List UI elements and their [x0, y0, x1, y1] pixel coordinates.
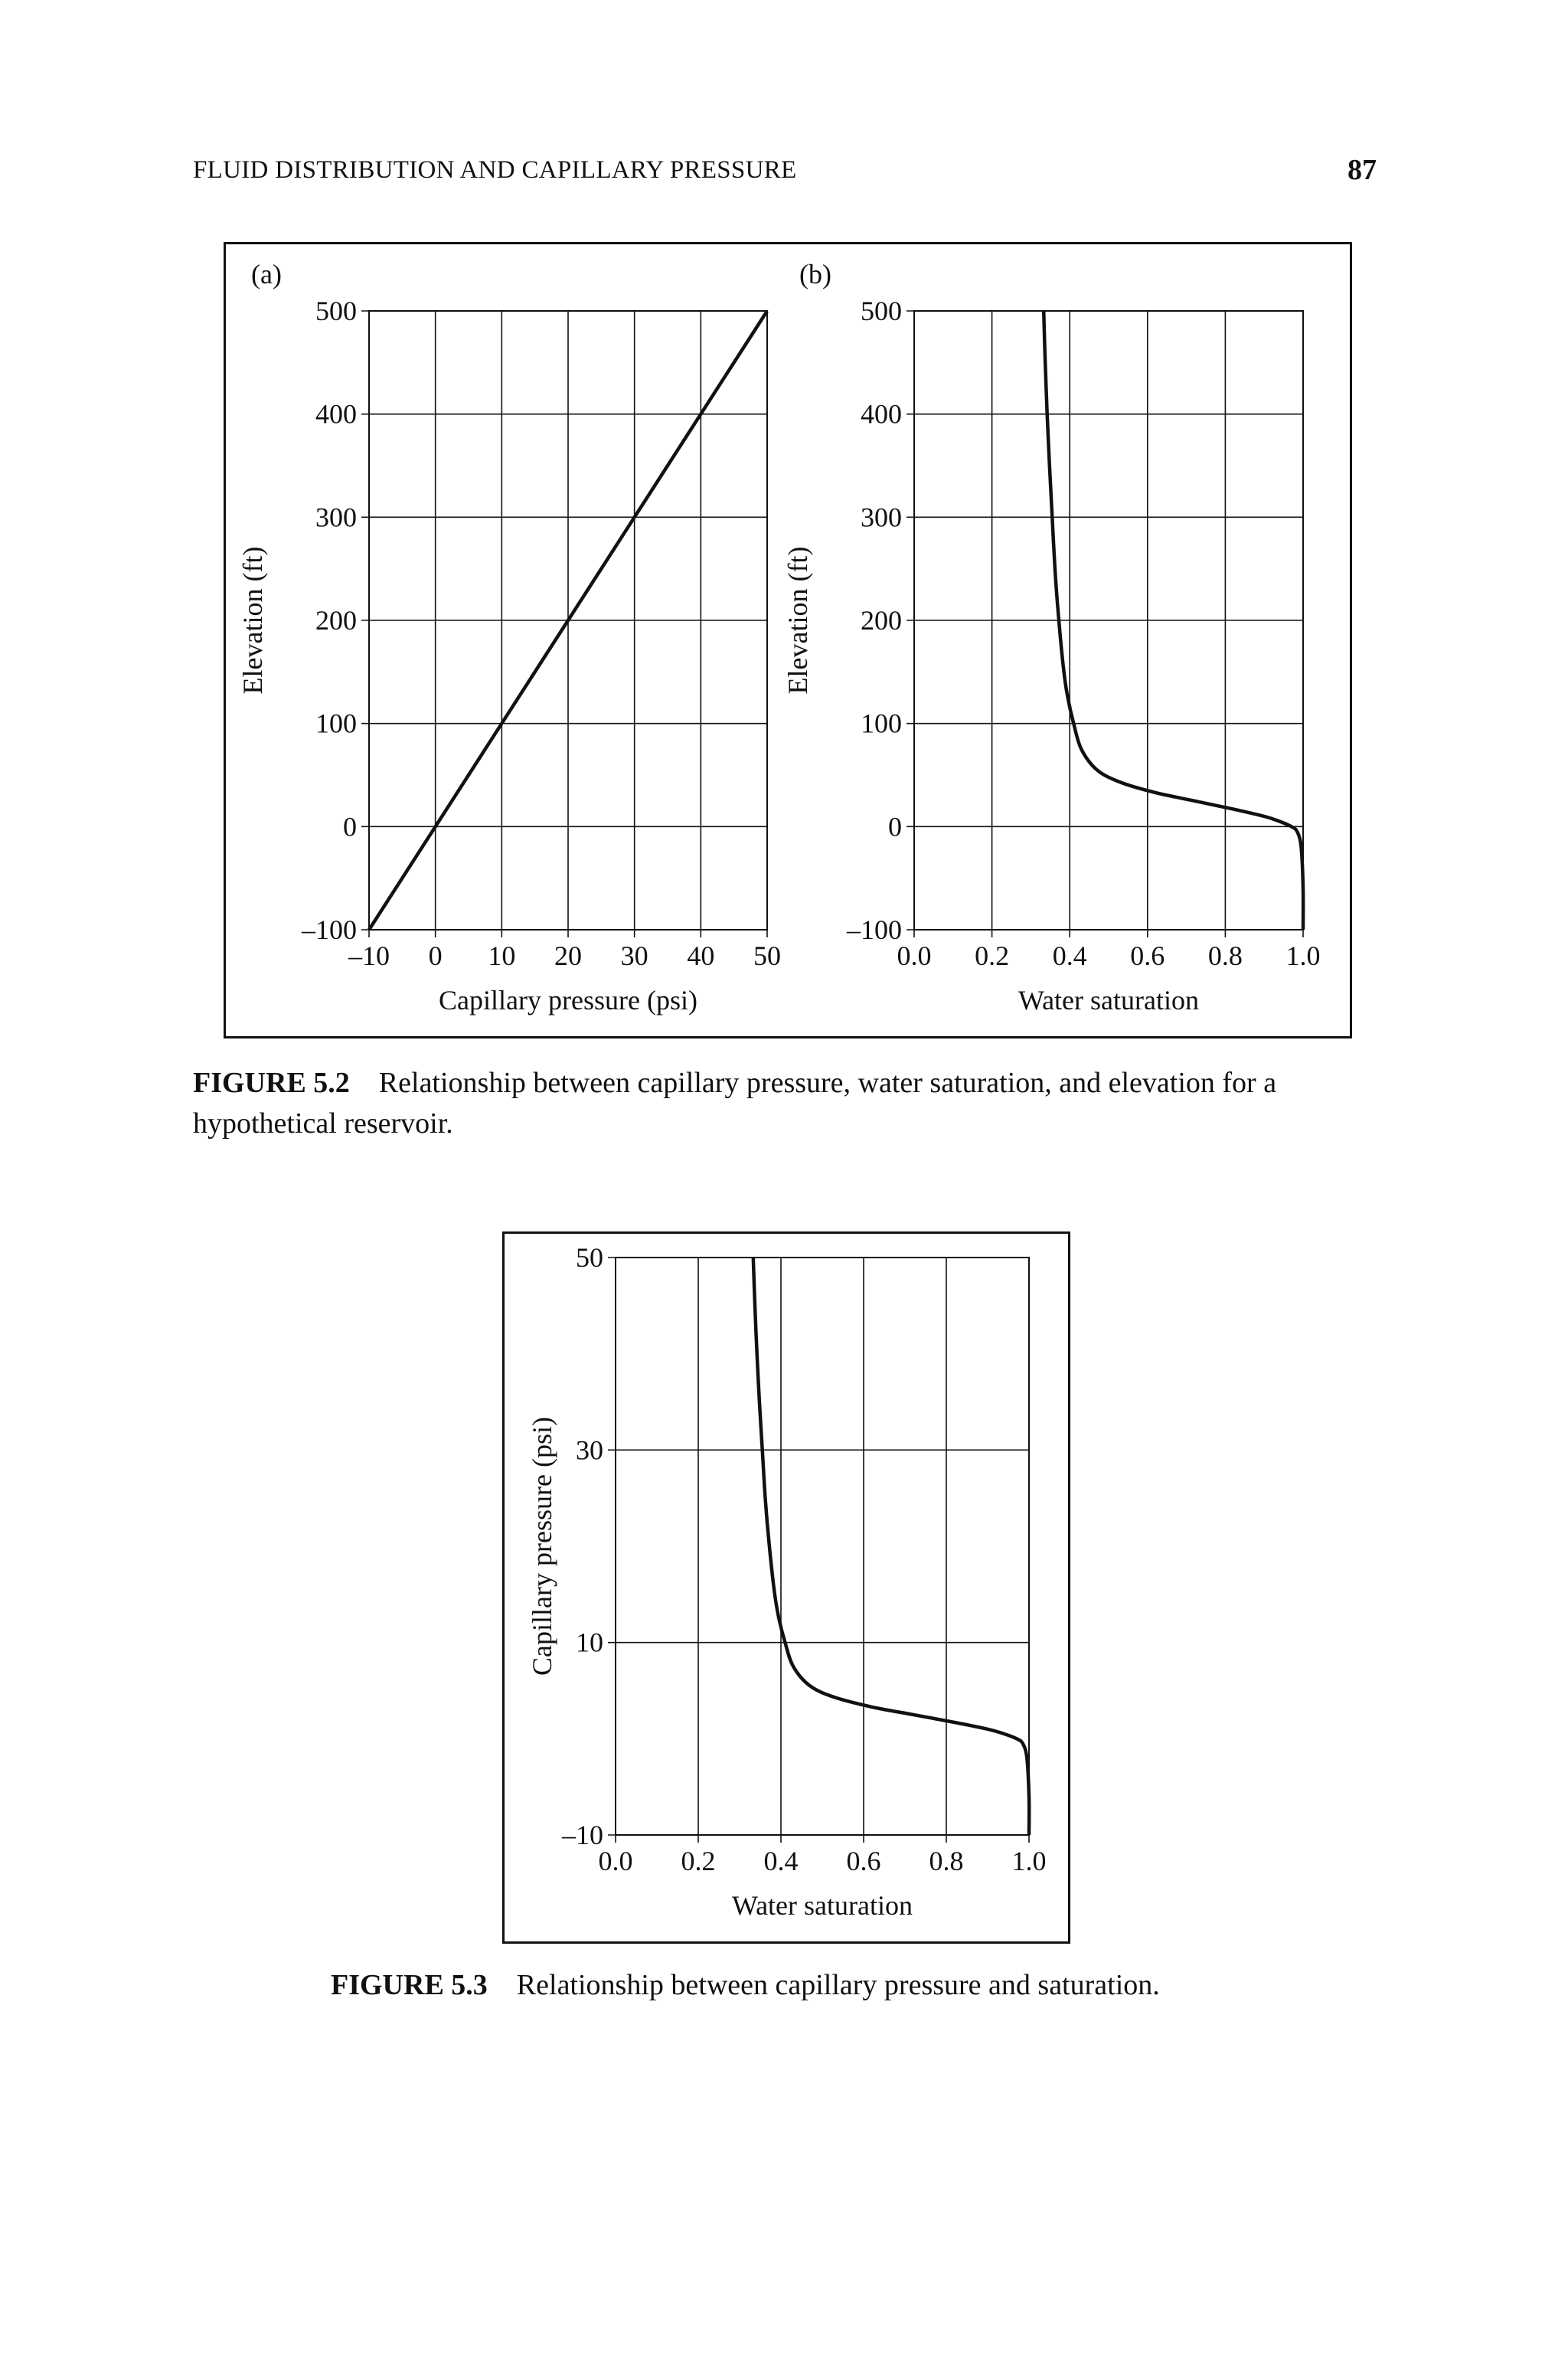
x-axis-label: Water saturation [732, 1890, 913, 1921]
y-tick-label: 300 [315, 502, 357, 532]
chart-panel-b: (b) 0.0 0.2 0.4 0.6 0.8 1.0 –100 0 100 200 300 400 5… [782, 259, 1321, 1016]
y-tick-label: –100 [301, 914, 357, 945]
figure-label: FIGURE 5.3 [331, 1969, 488, 2001]
y-tick-label: 500 [861, 296, 902, 326]
x-axis-label: Capillary pressure (psi) [439, 985, 697, 1016]
y-tick-label: 300 [861, 502, 902, 532]
y-tick-label: 400 [315, 399, 357, 430]
x-tick-label: –10 [348, 940, 390, 971]
plot-area-border [615, 1257, 1030, 1836]
running-head: FLUID DISTRIBUTION AND CAPILLARY PRESSUR… [193, 156, 797, 184]
x-axis-label: Water saturation [1018, 985, 1199, 1016]
caption-text: Relationship between capillary pressure,… [193, 1067, 1277, 1140]
y-tick-label: 30 [576, 1434, 603, 1465]
chart-panel-c: 0.0 0.2 0.4 0.6 0.8 1.0 –10 10 30 50 Water satura… [527, 1242, 1047, 1921]
x-tick-label: 0.0 [897, 940, 932, 971]
tick-labels: 0.0 0.2 0.4 0.6 0.8 1.0 –10 10 30 50 [561, 1242, 1047, 1876]
series [368, 309, 769, 931]
x-tick-label: 1.0 [1012, 1846, 1047, 1876]
x-tick-label: 0.8 [929, 1846, 964, 1876]
y-tick-label: 200 [861, 605, 902, 636]
x-tick-label: 0 [429, 940, 443, 971]
x-tick-label: 20 [554, 940, 582, 971]
y-tick-label: 0 [343, 811, 357, 842]
grid-lines [608, 1257, 1030, 1843]
x-tick-label: 0.6 [1130, 940, 1165, 971]
grid-lines [906, 310, 1304, 937]
x-tick-label: 0.2 [975, 940, 1009, 971]
series [751, 1257, 1031, 1836]
y-tick-label: 100 [315, 708, 357, 739]
y-tick-label: 10 [576, 1627, 603, 1658]
y-tick-label: 0 [888, 811, 902, 842]
y-tick-label: 500 [315, 296, 357, 326]
page-number: 87 [1348, 154, 1377, 186]
y-axis-label: Elevation (ft) [782, 547, 813, 695]
figure-5-2-caption: FIGURE 5.2 Relationship between capillar… [193, 1063, 1387, 1144]
y-axis-label: Elevation (ft) [237, 547, 268, 695]
x-tick-label: 0.6 [847, 1846, 881, 1876]
x-tick-label: 0.0 [599, 1846, 633, 1876]
series-line [1041, 310, 1305, 931]
figure-5-3-caption: FIGURE 5.3 Relationship between capillar… [331, 1965, 1479, 2006]
figure-5-3-frame [502, 1231, 1070, 1944]
x-tick-label: 50 [753, 940, 781, 971]
x-tick-label: 0.4 [1053, 940, 1087, 971]
caption-text: Relationship between capillary pressure … [516, 1969, 1160, 2001]
x-tick-label: 10 [488, 940, 515, 971]
panel-b-label: (b) [799, 259, 831, 289]
x-tick-label: 30 [621, 940, 648, 971]
x-tick-label: 0.8 [1208, 940, 1243, 971]
series [1041, 310, 1305, 931]
x-tick-label: 40 [687, 940, 714, 971]
panel-a-label: (a) [251, 259, 282, 289]
y-tick-label: 50 [576, 1242, 603, 1273]
y-axis-label: Capillary pressure (psi) [527, 1417, 557, 1676]
y-tick-label: 400 [861, 399, 902, 430]
x-tick-label: 1.0 [1286, 940, 1321, 971]
figure-label: FIGURE 5.2 [193, 1067, 350, 1099]
figure-5-3: 0.0 0.2 0.4 0.6 0.8 1.0 –10 10 30 50 Water satura… [502, 1231, 1070, 1944]
x-tick-label: 0.4 [764, 1846, 799, 1876]
grid-lines [361, 310, 768, 937]
tick-labels: 0.0 0.2 0.4 0.6 0.8 1.0 –100 0 100 200 300 400 500 [846, 296, 1321, 971]
series-line [751, 1257, 1031, 1836]
y-tick-label: –100 [846, 914, 902, 945]
y-tick-label: –10 [561, 1820, 603, 1850]
figure-5-2: (a) –10 0 10 20 30 40 50 –100 0 100 200 300 400 500 C… [224, 242, 1352, 1038]
y-tick-label: 100 [861, 708, 902, 739]
figure-5-3-svg: 0.0 0.2 0.4 0.6 0.8 1.0 –10 10 30 50 Water satura… [502, 1231, 1070, 1944]
y-tick-label: 200 [315, 605, 357, 636]
x-tick-label: 0.2 [681, 1846, 716, 1876]
figure-5-2-frame [224, 242, 1352, 1038]
series-line [368, 309, 769, 931]
